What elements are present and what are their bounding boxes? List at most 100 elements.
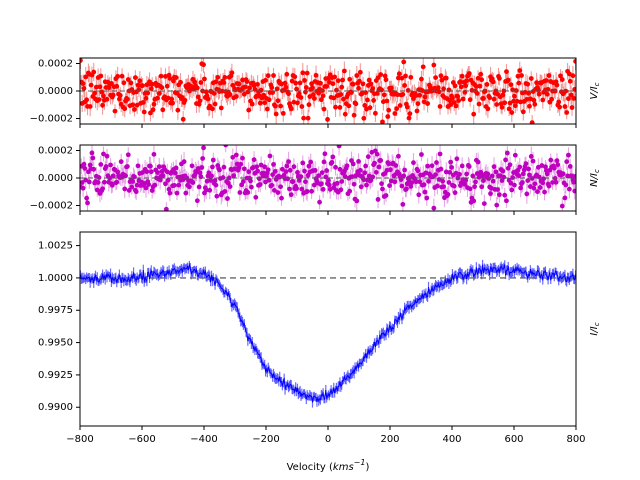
- stokes-v-point: [307, 94, 313, 99]
- stokes-v-point: [374, 91, 380, 96]
- null-n-point: [384, 167, 390, 173]
- stokes-v-point: [519, 73, 524, 78]
- null-n-point: [365, 154, 371, 160]
- null-n-point: [258, 162, 264, 168]
- null-n-point: [194, 169, 199, 175]
- null-n-point: [554, 158, 560, 164]
- stokes-v-point: [104, 96, 110, 102]
- stokes-v-point: [516, 80, 522, 86]
- stokes-v-point: [494, 102, 500, 107]
- null-n-point: [207, 187, 213, 193]
- null-n-point: [214, 193, 220, 199]
- stokes-v-point: [332, 74, 338, 80]
- null-n-point: [396, 153, 401, 159]
- null-n-point: [263, 179, 268, 185]
- null-n-point: [400, 201, 406, 207]
- stokes-v-point: [401, 59, 407, 65]
- stokes-v-point: [124, 96, 130, 102]
- null-n-point: [324, 168, 330, 173]
- stokes-v-point: [195, 94, 201, 100]
- stokes-v-point: [350, 81, 356, 87]
- stokes-i-xtick-label: 600: [504, 434, 523, 445]
- stokes-v-point: [436, 89, 442, 95]
- stokes-v-point: [92, 90, 98, 96]
- stokes-v-point: [466, 71, 472, 76]
- stokes-v-point: [100, 102, 105, 108]
- stokes-v-point: [330, 81, 336, 87]
- null-n-point: [425, 163, 431, 169]
- null-n-point: [520, 180, 525, 185]
- null-n-point: [321, 159, 327, 165]
- stokes-v-point: [213, 79, 219, 85]
- null-n-point: [238, 161, 244, 167]
- null-n-point: [544, 171, 550, 177]
- stokes-v-point: [313, 72, 319, 78]
- null-n-point: [157, 177, 163, 183]
- stokes-v-point: [140, 99, 146, 105]
- null-n-point: [303, 179, 308, 185]
- null-n-point: [470, 173, 476, 179]
- null-n-point: [443, 169, 449, 175]
- stokes-v-point: [274, 86, 280, 92]
- null-n-point: [189, 163, 195, 169]
- null-n-point: [151, 151, 157, 157]
- stokes-v-point: [244, 79, 250, 84]
- x-axis-label-exp: −1: [354, 458, 366, 467]
- null-n-point: [262, 164, 268, 170]
- null-n-point: [496, 192, 502, 198]
- null-n-point: [126, 187, 132, 193]
- null-n-point: [241, 166, 247, 172]
- stokes-v-point: [458, 84, 464, 90]
- stokes-v-point: [431, 62, 437, 68]
- null-n-point: [337, 166, 343, 172]
- stokes-v-point: [141, 109, 147, 115]
- null-n-point: [287, 167, 293, 173]
- stokes-v-point: [247, 85, 253, 91]
- null-n-point: [109, 182, 115, 188]
- stokes-v-panel: −0.0002 0.0000 0.0002 V/Ic: [30, 57, 601, 128]
- null-n-point: [209, 173, 214, 179]
- stokes-v-point: [272, 103, 278, 109]
- stokes-v-point: [296, 91, 302, 97]
- stokes-i-xtick-label: 800: [566, 434, 585, 445]
- stokes-v-point: [339, 84, 345, 90]
- stokes-v-point: [292, 74, 298, 80]
- stokes-v-point: [361, 115, 367, 121]
- null-n-point: [197, 170, 203, 176]
- null-n-point: [266, 177, 272, 183]
- null-n-point: [495, 187, 501, 192]
- stokes-v-point: [342, 111, 348, 117]
- stokes-v-point: [443, 75, 449, 81]
- null-n-point: [512, 182, 517, 188]
- null-n-point: [565, 173, 570, 179]
- null-n-point: [493, 169, 499, 175]
- stokes-v-point: [446, 87, 452, 93]
- null-n-point: [525, 178, 531, 183]
- stokes-v-point: [520, 109, 526, 115]
- stokes-v-point: [229, 70, 235, 76]
- stokes-i-ylabel: I/Ic: [589, 322, 601, 335]
- stokes-v-point: [334, 87, 339, 93]
- stokes-v-point: [460, 96, 466, 102]
- stokes-v-point: [422, 94, 428, 100]
- stokes-v-point: [125, 77, 131, 82]
- null-n-point: [457, 171, 462, 177]
- stokes-v-point: [122, 106, 128, 112]
- stokes-v-point: [417, 92, 423, 98]
- null-n-point: [409, 180, 415, 186]
- null-n-point: [148, 169, 154, 175]
- stokes-v-point: [93, 84, 99, 90]
- null-n-point: [562, 195, 568, 201]
- null-n-point: [269, 182, 275, 188]
- stokes-v-point: [433, 75, 439, 81]
- stokes-v-point: [402, 83, 408, 88]
- null-n-point: [479, 184, 485, 190]
- stokes-v-point: [500, 92, 506, 98]
- stokes-v-point: [435, 85, 441, 91]
- stokes-v-point: [318, 80, 323, 86]
- null-n-point: [485, 171, 491, 177]
- null-n-point: [148, 163, 153, 169]
- stokes-v-point: [119, 73, 125, 79]
- stokes-v-point: [499, 104, 505, 110]
- null-n-panel: −0.0002 0.0000 0.0002 N/Ic: [30, 144, 601, 215]
